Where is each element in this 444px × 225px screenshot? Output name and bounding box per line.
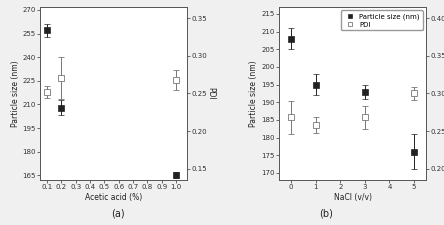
Y-axis label: PDI: PDI [206, 87, 216, 100]
X-axis label: NaCl (v/v): NaCl (v/v) [333, 193, 372, 202]
Legend: Particle size (nm), PDI: Particle size (nm), PDI [341, 10, 423, 30]
Y-axis label: Particle size (nm): Particle size (nm) [250, 60, 258, 127]
Text: (b): (b) [319, 208, 333, 218]
Text: (a): (a) [111, 208, 124, 218]
X-axis label: Acetic acid (%): Acetic acid (%) [85, 193, 143, 202]
Y-axis label: Particle size (nm): Particle size (nm) [11, 60, 20, 127]
